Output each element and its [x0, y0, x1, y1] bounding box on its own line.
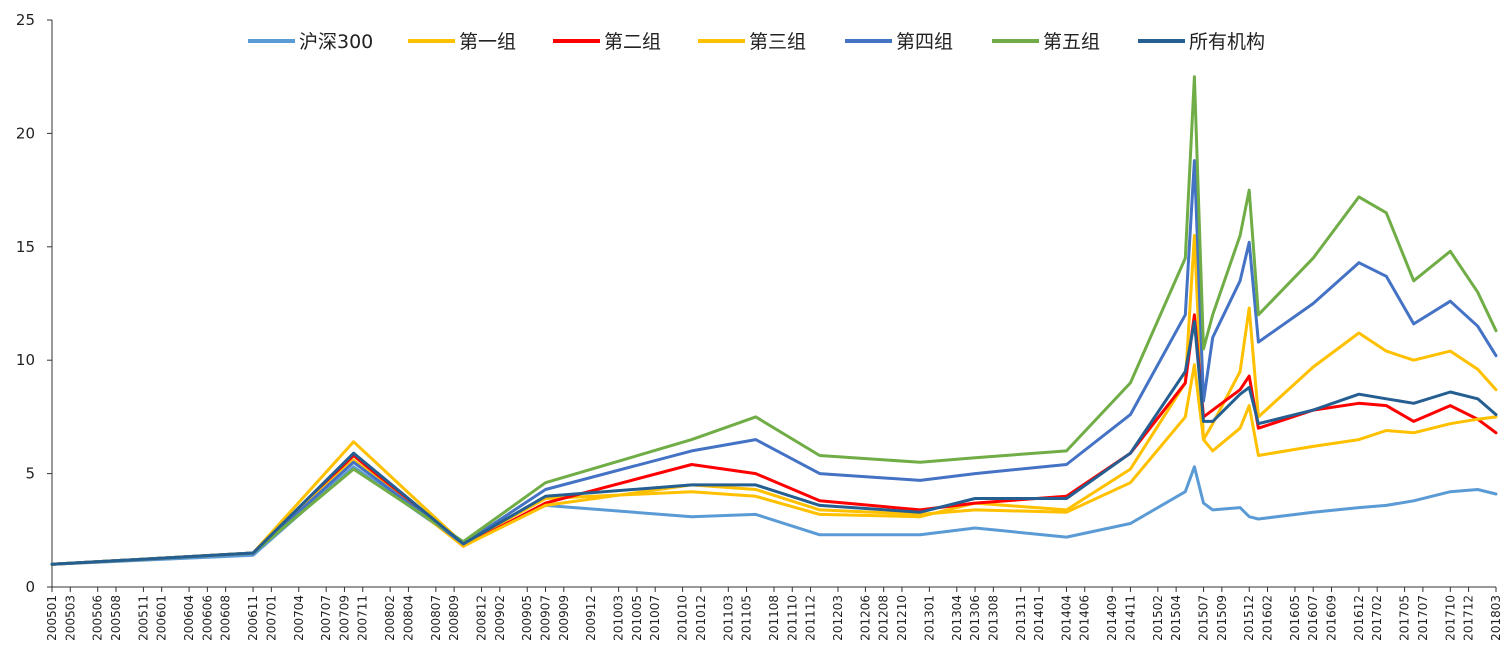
x-tick-label: 201509 [1215, 595, 1229, 641]
y-tick-label: 5 [25, 465, 35, 483]
x-tick-label: 201602 [1261, 595, 1275, 641]
x-tick-label: 200503 [63, 595, 77, 641]
y-tick-label: 25 [16, 11, 35, 29]
x-tick-label: 201306 [968, 595, 982, 641]
legend-label: 第五组 [1043, 31, 1100, 53]
x-tick-label: 200804 [401, 595, 415, 641]
x-tick-label: 201301 [922, 595, 936, 641]
x-tick-label: 200506 [91, 595, 105, 641]
x-tick-label: 200902 [493, 595, 507, 641]
x-tick-label: 200907 [539, 595, 553, 641]
legend-label: 沪深300 [299, 31, 373, 53]
x-tick-label: 201007 [648, 595, 662, 641]
legend-label: 所有机构 [1189, 31, 1265, 53]
x-tick-label: 200711 [356, 595, 370, 641]
x-tick-label: 201707 [1416, 595, 1430, 641]
x-tick-label: 201404 [1059, 595, 1073, 641]
x-tick-label: 200809 [447, 595, 461, 641]
x-tick-label: 201406 [1078, 595, 1092, 641]
x-tick-label: 200807 [429, 595, 443, 641]
x-tick-label: 201210 [895, 595, 909, 641]
x-tick-label: 200604 [182, 595, 196, 641]
x-tick-label: 201702 [1370, 595, 1384, 641]
x-tick-label: 200508 [109, 595, 123, 641]
x-tick-label: 201010 [676, 595, 690, 641]
legend-label: 第四组 [896, 31, 953, 53]
x-tick-label: 200606 [200, 595, 214, 641]
series-line-2 [50, 313, 1498, 566]
x-tick-label: 200912 [584, 595, 598, 641]
series-line-0 [50, 465, 1498, 566]
x-tick-label: 201308 [986, 595, 1000, 641]
x-tick-label: 200611 [246, 595, 260, 641]
x-tick-label: 201502 [1151, 595, 1165, 641]
legend: 沪深300 第一组 第二组 第三组 第四组 第五组 所有机构 [248, 31, 1265, 53]
x-tick-label: 201012 [694, 595, 708, 641]
x-tick-label: 201507 [1197, 595, 1211, 641]
x-tick-label: 201003 [612, 595, 626, 641]
legend-label: 第三组 [749, 31, 806, 53]
series-line-6 [50, 320, 1498, 566]
series-lines [50, 75, 1498, 566]
x-tick-label: 200909 [557, 595, 571, 641]
x-tick-label: 201005 [630, 595, 644, 641]
x-tick-label: 201409 [1105, 595, 1119, 641]
x-tick-label: 201103 [721, 595, 735, 641]
x-tick-label: 200501 [45, 595, 59, 641]
legend-label: 第一组 [459, 31, 516, 53]
x-tick-label: 201110 [785, 595, 799, 641]
x-tick-label: 201612 [1352, 595, 1366, 641]
series-line-5 [50, 75, 1498, 566]
x-tick-label: 201712 [1462, 595, 1476, 641]
x-tick-label: 201206 [858, 595, 872, 641]
x-tick-label: 201803 [1489, 595, 1503, 641]
x-tick-label: 201203 [831, 595, 845, 641]
x-tick-label: 201609 [1324, 595, 1338, 641]
x-tick-label: 200812 [475, 595, 489, 641]
x-tick-label: 201512 [1242, 595, 1256, 641]
x-tick-label: 200905 [520, 595, 534, 641]
x-tick-label: 201605 [1288, 595, 1302, 641]
x-tick-label: 200709 [337, 595, 351, 641]
x-tick-label: 201504 [1169, 595, 1183, 641]
y-tick-label: 15 [16, 238, 35, 256]
legend-label: 第二组 [604, 31, 661, 53]
x-tick-label: 201401 [1032, 595, 1046, 641]
series-line-4 [50, 159, 1498, 566]
x-tick-label: 201112 [804, 595, 818, 641]
x-tick-label: 200608 [219, 595, 233, 641]
x-tick-label: 200601 [155, 595, 169, 641]
x-tick-label: 201208 [877, 595, 891, 641]
x-tick-label: 201105 [740, 595, 754, 641]
x-tick-label: 201710 [1443, 595, 1457, 641]
x-tick-label: 201108 [767, 595, 781, 641]
x-tick-label: 200802 [383, 595, 397, 641]
x-tick-label: 201705 [1398, 595, 1412, 641]
series-line-3 [50, 363, 1498, 566]
x-tick-label: 200511 [136, 595, 150, 641]
x-tick-label: 201607 [1306, 595, 1320, 641]
x-tick-label: 201311 [1014, 595, 1028, 641]
x-tick-label: 200704 [292, 595, 306, 641]
y-tick-label: 10 [16, 351, 35, 369]
x-tick-label: 200707 [319, 595, 333, 641]
x-tick-label: 200701 [264, 595, 278, 641]
x-tick-label: 201304 [950, 595, 964, 641]
y-tick-label: 20 [16, 124, 35, 142]
y-tick-label: 0 [25, 578, 35, 596]
y-axis: 0 5 10 15 20 25 [16, 11, 53, 596]
x-axis: 200501 200503 200506 200508 200511 200601 2006… [45, 586, 1503, 641]
x-tick-label: 201411 [1123, 595, 1137, 641]
